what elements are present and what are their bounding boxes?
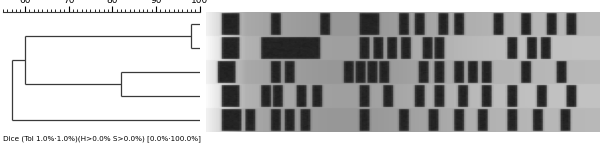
X-axis label: Dice (Tol 1.0%·1.0%)(H>0.0% S>0.0%) [0.0%·100.0%]: Dice (Tol 1.0%·1.0%)(H>0.0% S>0.0%) [0.0… (3, 135, 201, 142)
